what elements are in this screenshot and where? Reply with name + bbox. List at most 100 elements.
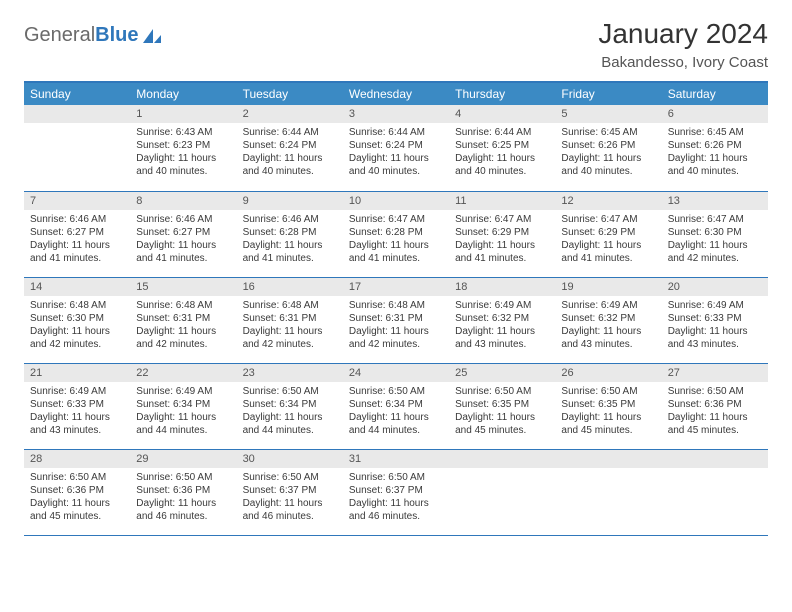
daylight-text: Daylight: 11 hours and 42 minutes.: [668, 239, 762, 265]
daylight-text: Daylight: 11 hours and 42 minutes.: [30, 325, 124, 351]
day-number: 23: [237, 364, 343, 382]
day-number: 14: [24, 278, 130, 296]
calendar-cell: 10Sunrise: 6:47 AMSunset: 6:28 PMDayligh…: [343, 191, 449, 277]
day-number: [662, 450, 768, 468]
sunset-text: Sunset: 6:34 PM: [243, 398, 337, 411]
daylight-text: Daylight: 11 hours and 40 minutes.: [455, 152, 549, 178]
sunrise-text: Sunrise: 6:49 AM: [455, 299, 549, 312]
calendar-cell: 15Sunrise: 6:48 AMSunset: 6:31 PMDayligh…: [130, 277, 236, 363]
cell-body: Sunrise: 6:45 AMSunset: 6:26 PMDaylight:…: [662, 123, 768, 182]
sunrise-text: Sunrise: 6:47 AM: [455, 213, 549, 226]
sunset-text: Sunset: 6:31 PM: [136, 312, 230, 325]
daylight-text: Daylight: 11 hours and 43 minutes.: [668, 325, 762, 351]
calendar-week: 21Sunrise: 6:49 AMSunset: 6:33 PMDayligh…: [24, 363, 768, 449]
sunset-text: Sunset: 6:32 PM: [561, 312, 655, 325]
page-subtitle: Bakandesso, Ivory Coast: [598, 54, 768, 71]
day-number: 12: [555, 192, 661, 210]
sunrise-text: Sunrise: 6:49 AM: [668, 299, 762, 312]
calendar-cell: 22Sunrise: 6:49 AMSunset: 6:34 PMDayligh…: [130, 363, 236, 449]
sunrise-text: Sunrise: 6:50 AM: [243, 385, 337, 398]
sunset-text: Sunset: 6:30 PM: [668, 226, 762, 239]
cell-body: Sunrise: 6:50 AMSunset: 6:36 PMDaylight:…: [130, 468, 236, 527]
day-number: 15: [130, 278, 236, 296]
calendar-cell: 16Sunrise: 6:48 AMSunset: 6:31 PMDayligh…: [237, 277, 343, 363]
sunrise-text: Sunrise: 6:43 AM: [136, 126, 230, 139]
sunrise-text: Sunrise: 6:50 AM: [455, 385, 549, 398]
daylight-text: Daylight: 11 hours and 45 minutes.: [455, 411, 549, 437]
day-number: 17: [343, 278, 449, 296]
day-number: [555, 450, 661, 468]
sunrise-text: Sunrise: 6:50 AM: [349, 471, 443, 484]
cell-body: [24, 123, 130, 130]
day-header: Tuesday: [237, 82, 343, 105]
day-number: [24, 105, 130, 123]
cell-body: Sunrise: 6:46 AMSunset: 6:28 PMDaylight:…: [237, 210, 343, 269]
sunrise-text: Sunrise: 6:46 AM: [243, 213, 337, 226]
day-number: 28: [24, 450, 130, 468]
day-number: 29: [130, 450, 236, 468]
cell-body: Sunrise: 6:44 AMSunset: 6:24 PMDaylight:…: [237, 123, 343, 182]
calendar-cell: [449, 449, 555, 535]
day-number: 8: [130, 192, 236, 210]
sunset-text: Sunset: 6:24 PM: [349, 139, 443, 152]
sunrise-text: Sunrise: 6:48 AM: [30, 299, 124, 312]
day-header: Monday: [130, 82, 236, 105]
calendar-cell: 26Sunrise: 6:50 AMSunset: 6:35 PMDayligh…: [555, 363, 661, 449]
sunset-text: Sunset: 6:31 PM: [349, 312, 443, 325]
sunset-text: Sunset: 6:24 PM: [243, 139, 337, 152]
sunrise-text: Sunrise: 6:44 AM: [349, 126, 443, 139]
calendar-cell: [662, 449, 768, 535]
daylight-text: Daylight: 11 hours and 41 minutes.: [561, 239, 655, 265]
cell-body: [662, 468, 768, 475]
sunset-text: Sunset: 6:36 PM: [668, 398, 762, 411]
day-number: 18: [449, 278, 555, 296]
cell-body: Sunrise: 6:50 AMSunset: 6:35 PMDaylight:…: [555, 382, 661, 441]
day-header: Saturday: [662, 82, 768, 105]
calendar-cell: 20Sunrise: 6:49 AMSunset: 6:33 PMDayligh…: [662, 277, 768, 363]
sunrise-text: Sunrise: 6:47 AM: [668, 213, 762, 226]
sunset-text: Sunset: 6:32 PM: [455, 312, 549, 325]
daylight-text: Daylight: 11 hours and 43 minutes.: [30, 411, 124, 437]
daylight-text: Daylight: 11 hours and 42 minutes.: [243, 325, 337, 351]
cell-body: Sunrise: 6:44 AMSunset: 6:25 PMDaylight:…: [449, 123, 555, 182]
sunset-text: Sunset: 6:33 PM: [668, 312, 762, 325]
sunrise-text: Sunrise: 6:48 AM: [243, 299, 337, 312]
calendar-cell: [555, 449, 661, 535]
calendar-cell: 28Sunrise: 6:50 AMSunset: 6:36 PMDayligh…: [24, 449, 130, 535]
sunrise-text: Sunrise: 6:47 AM: [561, 213, 655, 226]
sunset-text: Sunset: 6:28 PM: [349, 226, 443, 239]
cell-body: Sunrise: 6:49 AMSunset: 6:34 PMDaylight:…: [130, 382, 236, 441]
daylight-text: Daylight: 11 hours and 44 minutes.: [136, 411, 230, 437]
cell-body: Sunrise: 6:49 AMSunset: 6:32 PMDaylight:…: [449, 296, 555, 355]
day-number: 31: [343, 450, 449, 468]
cell-body: Sunrise: 6:50 AMSunset: 6:35 PMDaylight:…: [449, 382, 555, 441]
cell-body: Sunrise: 6:47 AMSunset: 6:29 PMDaylight:…: [555, 210, 661, 269]
day-number: 27: [662, 364, 768, 382]
sunset-text: Sunset: 6:36 PM: [136, 484, 230, 497]
cell-body: Sunrise: 6:48 AMSunset: 6:31 PMDaylight:…: [237, 296, 343, 355]
day-header: Sunday: [24, 82, 130, 105]
calendar-cell: 13Sunrise: 6:47 AMSunset: 6:30 PMDayligh…: [662, 191, 768, 277]
calendar-cell: 8Sunrise: 6:46 AMSunset: 6:27 PMDaylight…: [130, 191, 236, 277]
sunset-text: Sunset: 6:31 PM: [243, 312, 337, 325]
sunrise-text: Sunrise: 6:49 AM: [561, 299, 655, 312]
daylight-text: Daylight: 11 hours and 45 minutes.: [668, 411, 762, 437]
sunset-text: Sunset: 6:28 PM: [243, 226, 337, 239]
day-header: Thursday: [449, 82, 555, 105]
sunset-text: Sunset: 6:35 PM: [455, 398, 549, 411]
sunrise-text: Sunrise: 6:45 AM: [668, 126, 762, 139]
daylight-text: Daylight: 11 hours and 42 minutes.: [349, 325, 443, 351]
calendar-table: SundayMondayTuesdayWednesdayThursdayFrid…: [24, 81, 768, 536]
daylight-text: Daylight: 11 hours and 41 minutes.: [349, 239, 443, 265]
cell-body: Sunrise: 6:47 AMSunset: 6:28 PMDaylight:…: [343, 210, 449, 269]
cell-body: Sunrise: 6:50 AMSunset: 6:34 PMDaylight:…: [237, 382, 343, 441]
calendar-cell: 30Sunrise: 6:50 AMSunset: 6:37 PMDayligh…: [237, 449, 343, 535]
daylight-text: Daylight: 11 hours and 46 minutes.: [243, 497, 337, 523]
sunrise-text: Sunrise: 6:45 AM: [561, 126, 655, 139]
cell-body: Sunrise: 6:45 AMSunset: 6:26 PMDaylight:…: [555, 123, 661, 182]
day-number: 6: [662, 105, 768, 123]
sunset-text: Sunset: 6:36 PM: [30, 484, 124, 497]
cell-body: [449, 468, 555, 475]
cell-body: Sunrise: 6:49 AMSunset: 6:33 PMDaylight:…: [24, 382, 130, 441]
calendar-cell: 19Sunrise: 6:49 AMSunset: 6:32 PMDayligh…: [555, 277, 661, 363]
